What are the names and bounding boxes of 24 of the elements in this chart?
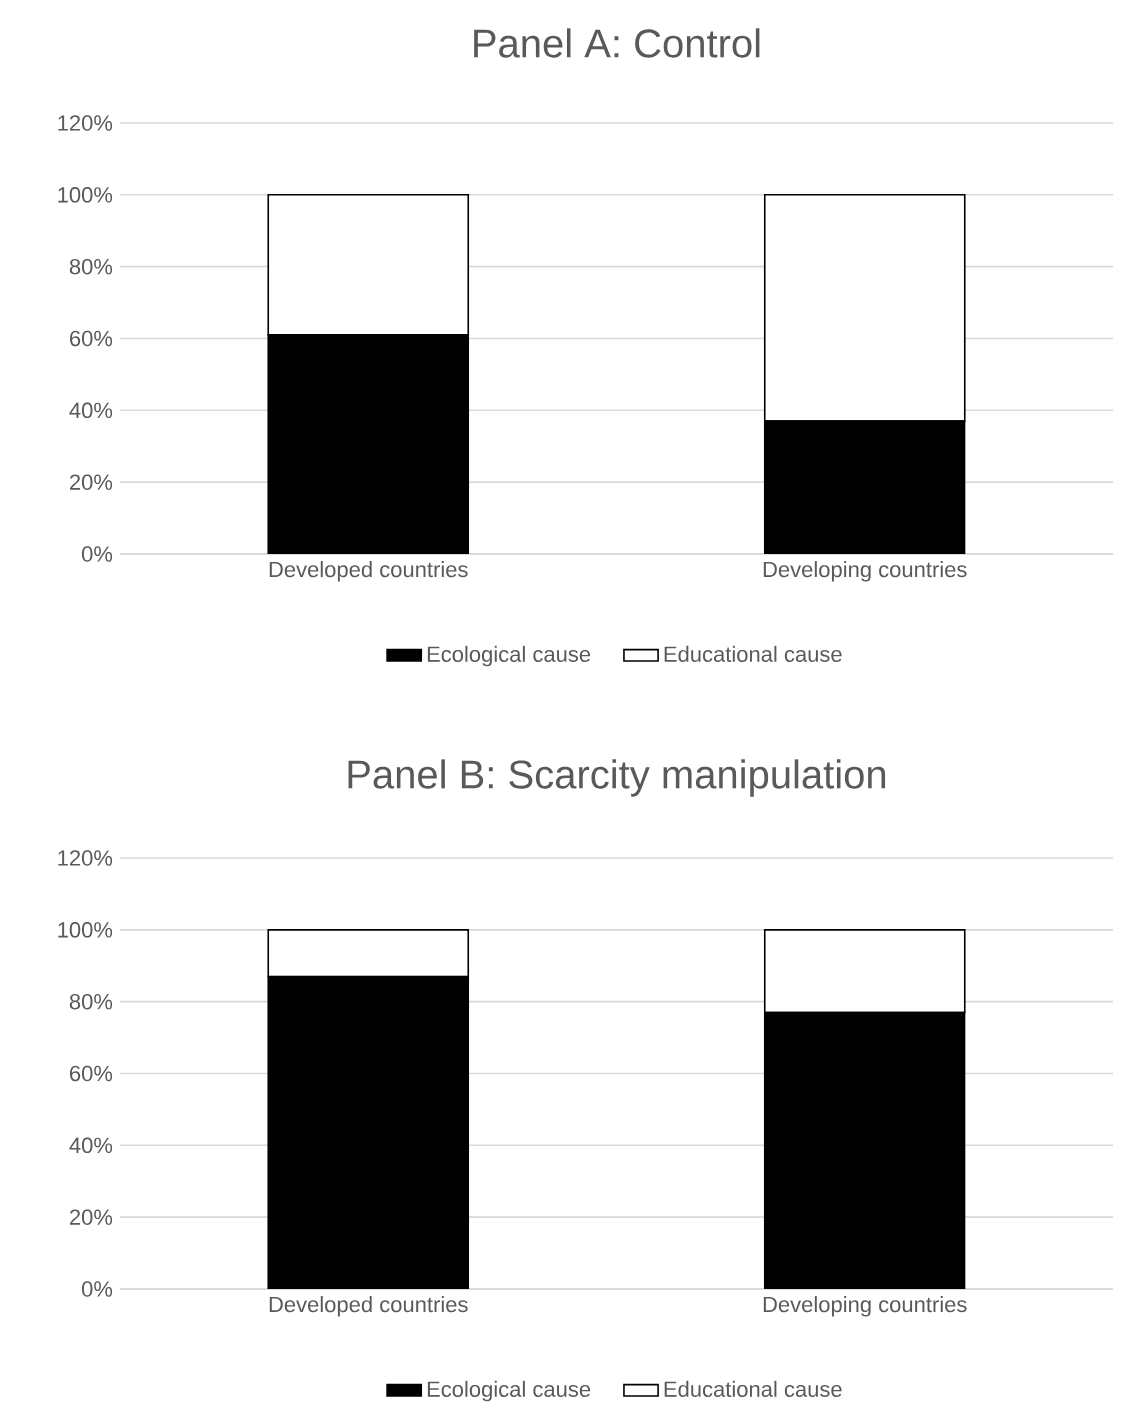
y-tick-label: 0% (81, 546, 113, 562)
y-tick-label: 100% (58, 922, 113, 938)
legend-label: Educational cause (664, 645, 842, 662)
chart-title: Panel B: Scarcity manipulation (348, 759, 886, 797)
x-tick-label: Developing countries (763, 561, 967, 582)
y-tick-label: 20% (70, 474, 113, 490)
x-tick-label: Developed countries (269, 561, 468, 582)
x-tick-label: Developing countries (763, 1296, 967, 1317)
x-tick-label: Developed countries (269, 1296, 468, 1317)
y-tick-label: 120% (58, 850, 113, 866)
y-tick-label: 60% (70, 330, 113, 347)
y-tick-label: 60% (70, 1065, 113, 1082)
y-tick-label: 0% (81, 1281, 113, 1297)
y-tick-label: 100% (58, 187, 113, 203)
chart-title: Panel A: Control (474, 28, 760, 58)
legend-label: Ecological cause (427, 1380, 591, 1402)
y-tick-label: 80% (69, 258, 113, 275)
y-tick-label: 80% (69, 993, 113, 1010)
y-tick-label: 40% (69, 402, 113, 419)
legend-label: Ecological cause (427, 645, 591, 667)
legend-label: Educational cause (664, 1380, 842, 1397)
y-tick-label: 20% (70, 1209, 113, 1225)
y-tick-label: 40% (69, 1137, 113, 1154)
y-tick-label: 120% (58, 115, 113, 131)
